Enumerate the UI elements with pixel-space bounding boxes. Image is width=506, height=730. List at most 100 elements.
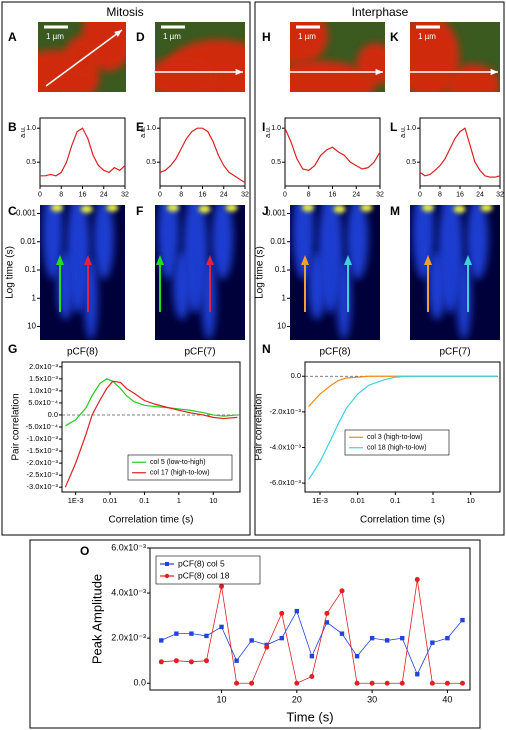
point bbox=[460, 617, 465, 623]
point bbox=[219, 624, 224, 630]
x-tick-label: 1E-3 bbox=[312, 496, 328, 505]
arrow-head bbox=[84, 255, 92, 265]
panel-letter: M bbox=[390, 204, 400, 218]
y-tick-label: 0.5 bbox=[146, 159, 156, 166]
point bbox=[189, 631, 194, 636]
arrow-head bbox=[424, 255, 432, 265]
section-title: Mitosis bbox=[106, 5, 143, 19]
y-tick-label: -2.0x10⁻³ bbox=[27, 458, 59, 467]
arrow-head bbox=[235, 68, 243, 76]
mitosis-box bbox=[1, 1, 251, 536]
panel-letter: J bbox=[262, 204, 269, 218]
x-tick-label: 10 bbox=[467, 496, 475, 505]
y-tick-label: 1 bbox=[32, 293, 37, 302]
interphase-box bbox=[254, 1, 505, 536]
x-axis-label: pCF(7) bbox=[184, 347, 215, 358]
scale-label: 1 µm bbox=[298, 32, 316, 41]
point bbox=[339, 631, 345, 636]
y-tick-label: -5.0x10⁻⁴ bbox=[26, 422, 58, 431]
y-tick-label: 2.0x10⁻³ bbox=[111, 633, 146, 643]
y-tick-label: 2.0x10⁻³ bbox=[29, 362, 58, 371]
x-tick-label: 1E-3 bbox=[68, 496, 84, 505]
panel-letter: B bbox=[8, 120, 17, 134]
y-tick-label: 4.0x10⁻³ bbox=[111, 587, 146, 597]
y-tick-label: 1.0 bbox=[26, 125, 36, 132]
x-tick-label: 16 bbox=[456, 192, 464, 199]
y-tick-label: 0.001 bbox=[16, 209, 37, 218]
heatmap-hot bbox=[453, 205, 466, 214]
point bbox=[309, 673, 315, 679]
panel-letter: H bbox=[262, 30, 271, 44]
y-tick-label: 1.0 bbox=[406, 125, 416, 132]
y-tick-label: 0.5 bbox=[271, 159, 281, 166]
point bbox=[204, 633, 209, 639]
y-axis-label: Peak Amplitude bbox=[89, 574, 104, 664]
heatmap-hot bbox=[333, 205, 346, 214]
heatmap-hot bbox=[422, 205, 434, 212]
point bbox=[309, 653, 315, 659]
point bbox=[414, 577, 420, 583]
plot-frame bbox=[419, 117, 501, 187]
legend-label: pCF(8) col 5 bbox=[178, 558, 225, 568]
micrograph: 1 µm bbox=[290, 22, 385, 92]
micrograph-content: 1 µm bbox=[410, 22, 500, 92]
heatmap-blob bbox=[157, 205, 180, 280]
y-axis-label: Log time (s) bbox=[5, 246, 16, 299]
legend-marker bbox=[165, 562, 169, 566]
y-tick-label: -4.0x10⁻³ bbox=[270, 442, 302, 451]
x-axis-label: pCF(7) bbox=[439, 347, 470, 358]
x-tick-label: 8 bbox=[307, 192, 311, 199]
x-tick-label: 1 bbox=[177, 496, 181, 505]
x-tick-label: 16 bbox=[329, 192, 337, 199]
heatmap-blob bbox=[292, 205, 315, 280]
x-tick-label: 16 bbox=[199, 192, 207, 199]
heatmap bbox=[410, 205, 500, 340]
heatmap-hot bbox=[106, 205, 119, 212]
x-tick-label: 30 bbox=[367, 695, 377, 705]
x-tick-label: 0.1 bbox=[139, 496, 149, 505]
x-tick-label: 40 bbox=[442, 695, 452, 705]
arrow-head bbox=[114, 30, 122, 37]
section-title: Interphase bbox=[352, 5, 409, 19]
panel-letter: O bbox=[80, 544, 89, 558]
heatmap-hot bbox=[198, 205, 211, 214]
y-axis-label: a.u. bbox=[265, 126, 272, 138]
arrow-head bbox=[344, 255, 352, 265]
scale-label: 1 µm bbox=[163, 32, 181, 41]
y-tick-label: 5.0x10⁻⁴ bbox=[28, 398, 58, 407]
x-tick-label: 10 bbox=[209, 496, 217, 505]
scale-label: 1 µm bbox=[418, 32, 436, 41]
point bbox=[188, 659, 194, 665]
y-tick-label: -2.5x10⁻³ bbox=[27, 470, 59, 479]
series-line bbox=[308, 375, 498, 407]
y-axis-label: a.u. bbox=[400, 126, 407, 138]
x-tick-label: 24 bbox=[476, 192, 484, 199]
point bbox=[219, 583, 225, 589]
y-axis-label: a.u. bbox=[20, 126, 27, 138]
scale-label: 1 µm bbox=[46, 32, 64, 41]
x-tick-label: 8 bbox=[438, 192, 442, 199]
plot-frame bbox=[304, 361, 501, 493]
point bbox=[384, 638, 390, 643]
x-tick-label: 0.01 bbox=[350, 496, 365, 505]
heatmap-hot bbox=[360, 205, 373, 212]
point bbox=[415, 672, 420, 677]
micrograph: 1 µm bbox=[410, 22, 500, 92]
y-tick-label: 0.0 bbox=[291, 371, 301, 380]
arrow-head bbox=[56, 255, 64, 265]
point bbox=[354, 680, 360, 686]
signal bbox=[64, 36, 100, 78]
heatmap-blob bbox=[346, 205, 369, 280]
y-axis-label: Pair correlation bbox=[11, 393, 22, 460]
x-tick-label: 32 bbox=[241, 192, 249, 199]
heatmap-blob bbox=[173, 252, 191, 320]
legend-label: col 17 (high-to-low) bbox=[150, 470, 210, 477]
x-axis-label: pCF(8) bbox=[319, 347, 350, 358]
arrow-head bbox=[375, 68, 383, 76]
heatmap-blob bbox=[428, 252, 446, 320]
y-tick-label: 1.0x10⁻³ bbox=[29, 386, 58, 395]
x-tick-label: 32 bbox=[121, 192, 129, 199]
y-tick-label: 0.1 bbox=[25, 265, 37, 274]
point bbox=[294, 680, 300, 686]
y-tick-label: -6.0x10⁻³ bbox=[270, 478, 302, 487]
